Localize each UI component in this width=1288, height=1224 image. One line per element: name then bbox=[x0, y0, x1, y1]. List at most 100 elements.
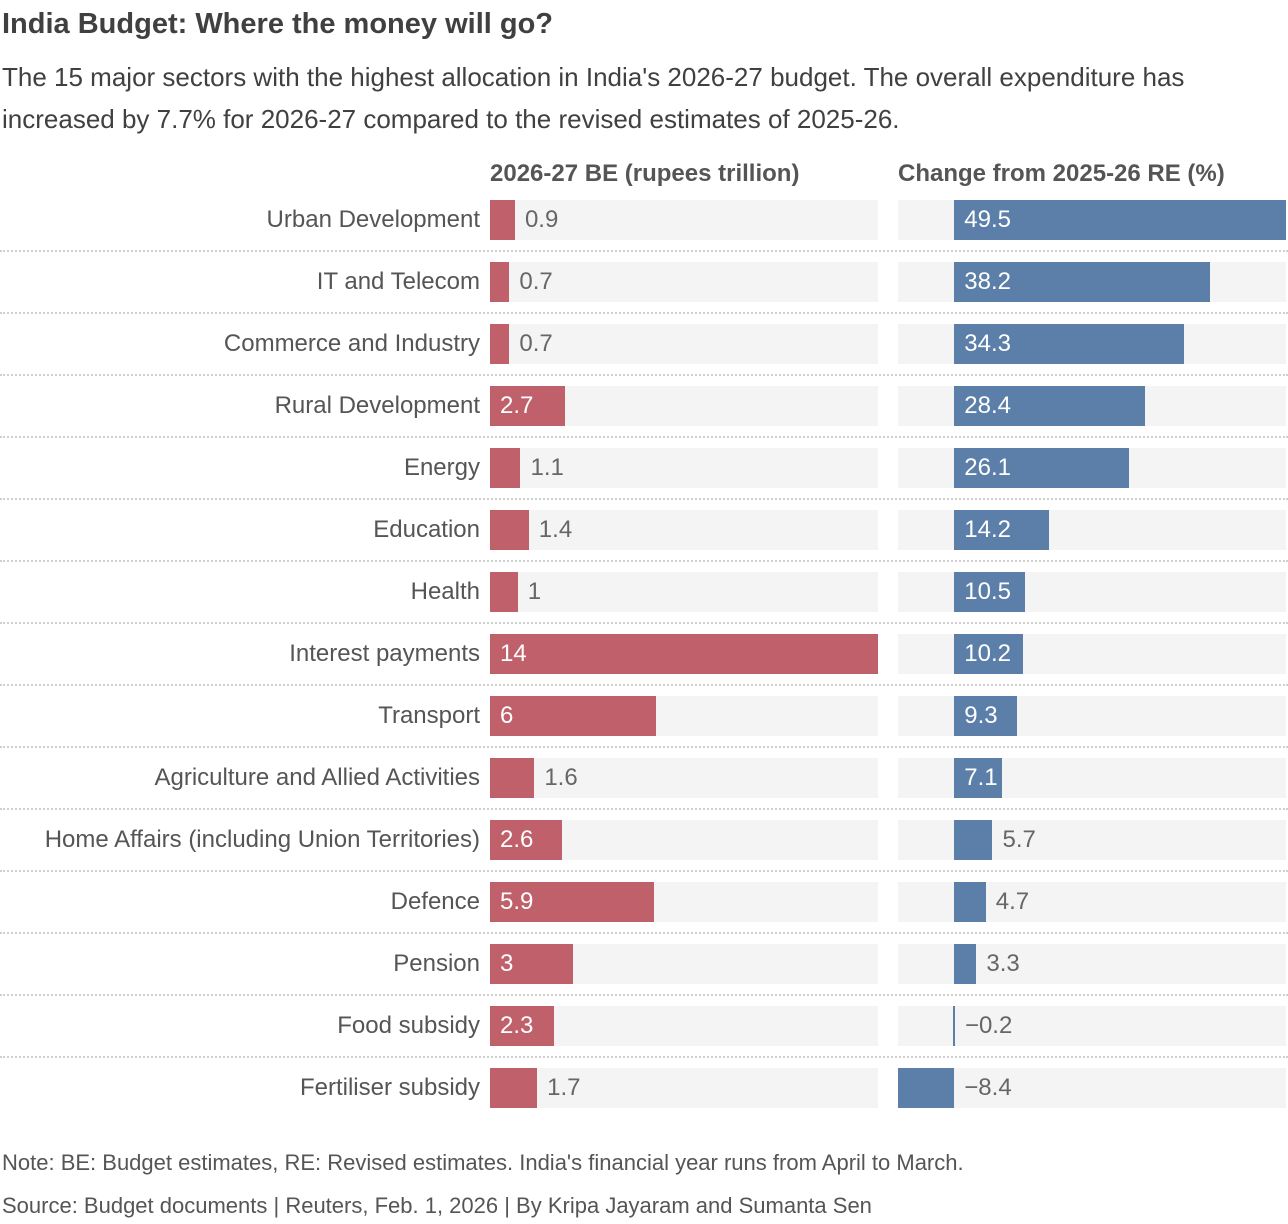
change-bar bbox=[954, 510, 1050, 550]
row-separator bbox=[0, 932, 1288, 934]
row-separator bbox=[0, 746, 1288, 748]
budget-bar bbox=[490, 1068, 538, 1108]
change-value-label: 5.7 bbox=[1002, 826, 1036, 853]
budget-bar bbox=[490, 944, 574, 984]
category-label: IT and Telecom bbox=[316, 268, 480, 295]
bar-track bbox=[898, 1068, 1286, 1108]
bar-track bbox=[490, 1068, 878, 1108]
change-bar bbox=[954, 386, 1145, 426]
bar-track bbox=[490, 262, 878, 302]
change-value-label: 28.4 bbox=[964, 392, 1011, 419]
change-bar bbox=[898, 1068, 955, 1108]
budget-value-label: 1.7 bbox=[547, 1074, 581, 1101]
budget-bar bbox=[490, 882, 654, 922]
budget-bar bbox=[490, 448, 521, 488]
change-value-label: 38.2 bbox=[964, 268, 1011, 295]
budget-value-label: 3 bbox=[500, 950, 514, 977]
bar-track bbox=[490, 200, 878, 240]
change-value-label: 10.5 bbox=[964, 578, 1011, 605]
row-separator bbox=[0, 808, 1288, 810]
change-bar bbox=[954, 944, 977, 984]
panel-title-change: Change from 2025-26 RE (%) bbox=[898, 160, 1225, 187]
budget-bar bbox=[490, 820, 563, 860]
change-bar bbox=[954, 200, 1286, 240]
category-label: Interest payments bbox=[289, 640, 480, 667]
chart-note: Note: BE: Budget estimates, RE: Revised … bbox=[2, 1150, 964, 1175]
budget-bar bbox=[490, 262, 510, 302]
row-separator bbox=[0, 622, 1288, 624]
change-bar bbox=[954, 634, 1023, 674]
budget-bar bbox=[490, 572, 518, 612]
row-separator bbox=[0, 498, 1288, 500]
change-bar bbox=[954, 324, 1185, 364]
change-bar bbox=[954, 696, 1017, 736]
chart-title: India Budget: Where the money will go? bbox=[2, 8, 554, 40]
category-label: Fertiliser subsidy bbox=[299, 1074, 480, 1101]
bar-track bbox=[490, 572, 878, 612]
row-separator bbox=[0, 436, 1288, 438]
change-value-label: 9.3 bbox=[964, 702, 998, 729]
budget-value-label: 14 bbox=[500, 640, 527, 667]
change-bar bbox=[954, 758, 1002, 798]
row-separator bbox=[0, 684, 1288, 686]
change-value-label: 14.2 bbox=[964, 516, 1011, 543]
budget-bar bbox=[490, 634, 878, 674]
row-separator bbox=[0, 994, 1288, 996]
budget-value-label: 0.7 bbox=[519, 330, 553, 357]
category-label: Education bbox=[373, 516, 480, 543]
bar-track bbox=[490, 510, 878, 550]
change-value-label: 34.3 bbox=[964, 330, 1011, 357]
category-label: Rural Development bbox=[274, 392, 480, 419]
chart-subtitle: The 15 major sectors with the highest al… bbox=[2, 62, 1185, 134]
budget-bar bbox=[490, 758, 535, 798]
change-bar bbox=[954, 448, 1130, 488]
budget-value-label: 2.3 bbox=[500, 1012, 534, 1039]
budget-bar bbox=[490, 696, 657, 736]
budget-value-label: 2.6 bbox=[500, 826, 534, 853]
category-label: Health bbox=[410, 578, 480, 605]
budget-value-label: 1.1 bbox=[530, 454, 564, 481]
budget-value-label: 1.4 bbox=[538, 516, 573, 543]
budget-bar bbox=[490, 1006, 554, 1046]
change-value-label: −0.2 bbox=[964, 1012, 1013, 1039]
budget-value-label: 1.6 bbox=[544, 764, 578, 791]
budget-value-label: 0.9 bbox=[524, 206, 559, 233]
budget-bar bbox=[490, 200, 515, 240]
category-label: Pension bbox=[393, 950, 480, 977]
budget-value-label: 1 bbox=[527, 578, 542, 605]
category-label: Commerce and Industry bbox=[223, 330, 480, 357]
row-separator bbox=[0, 1056, 1288, 1058]
bar-track bbox=[490, 1006, 878, 1046]
change-value-label: 26.1 bbox=[964, 454, 1011, 481]
row-separator bbox=[0, 312, 1288, 314]
change-value-label: −8.4 bbox=[964, 1074, 1012, 1101]
category-label: Defence bbox=[390, 888, 480, 915]
change-value-label: 3.3 bbox=[986, 950, 1020, 977]
change-value-label: 49.5 bbox=[964, 206, 1011, 233]
bar-track bbox=[490, 324, 878, 364]
budget-value-label: 5.9 bbox=[500, 888, 534, 915]
panel-title-budget: 2026-27 BE (rupees trillion) bbox=[490, 160, 800, 187]
category-label: Home Affairs (including Union Territorie… bbox=[44, 826, 480, 853]
budget-value-label: 6 bbox=[500, 702, 514, 729]
change-value-label: 7.1 bbox=[964, 764, 998, 791]
budget-bar bbox=[490, 510, 529, 550]
budget-value-label: 0.7 bbox=[519, 268, 553, 295]
budget-value-label: 2.7 bbox=[500, 392, 534, 419]
change-bar bbox=[954, 820, 993, 860]
row-separator bbox=[0, 870, 1288, 872]
category-label: Agriculture and Allied Activities bbox=[154, 764, 481, 791]
budget-bar bbox=[490, 386, 565, 426]
category-label: Energy bbox=[403, 454, 480, 481]
bar-track bbox=[898, 1006, 1286, 1046]
chart-source: Source: Budget documents | Reuters, Feb.… bbox=[2, 1193, 872, 1218]
bar-track bbox=[490, 758, 878, 798]
change-bar bbox=[954, 882, 986, 922]
budget-bar bbox=[490, 324, 510, 364]
change-bar bbox=[954, 572, 1025, 612]
change-bar bbox=[954, 262, 1211, 302]
category-label: Food subsidy bbox=[337, 1012, 480, 1039]
row-separator bbox=[0, 560, 1288, 562]
row-separator bbox=[0, 374, 1288, 376]
